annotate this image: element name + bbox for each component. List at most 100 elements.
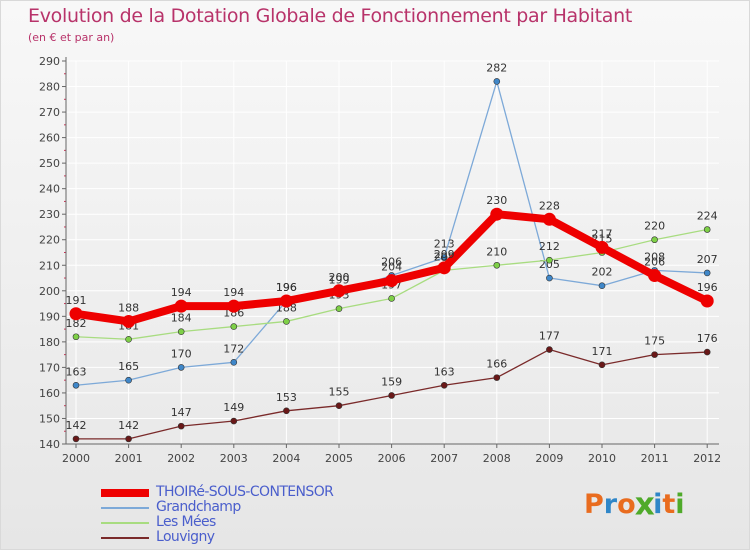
data-point xyxy=(72,333,80,341)
data-point xyxy=(546,274,553,282)
legend-label: THOIRé-SOUS-CONTENSOR xyxy=(156,484,334,500)
legend-label: Grandchamp xyxy=(156,499,241,515)
data-label: 163 xyxy=(434,365,455,378)
data-label: 208 xyxy=(644,250,665,263)
y-tick-label: 220 xyxy=(39,234,60,247)
chart-title: Evolution de la Dotation Globale de Fonc… xyxy=(28,5,633,27)
y-tick-label: 170 xyxy=(39,361,60,374)
data-label: 149 xyxy=(223,401,244,414)
data-label: 172 xyxy=(223,342,244,355)
legend-item: Louvigny xyxy=(101,529,431,545)
data-label: 207 xyxy=(697,253,718,266)
data-point xyxy=(230,323,238,330)
data-label: 170 xyxy=(171,347,192,360)
data-point xyxy=(335,305,343,312)
data-label: 228 xyxy=(539,199,560,212)
data-label: 184 xyxy=(171,312,192,325)
data-point xyxy=(703,348,711,356)
data-label: 212 xyxy=(539,240,560,253)
x-tick-label: 2008 xyxy=(483,452,511,465)
data-point xyxy=(651,236,658,244)
x-tick-label: 2003 xyxy=(220,452,248,465)
data-point xyxy=(490,207,504,221)
x-tick-label: 2010 xyxy=(588,452,616,465)
data-label: 220 xyxy=(644,220,665,233)
data-point xyxy=(388,392,395,399)
data-label: 224 xyxy=(697,210,718,223)
data-label: 196 xyxy=(276,281,297,294)
data-label: 177 xyxy=(539,330,560,343)
data-label: 200 xyxy=(329,271,350,284)
data-label: 188 xyxy=(118,301,139,314)
x-tick-label: 2007 xyxy=(430,452,458,465)
x-tick-label: 2004 xyxy=(272,452,300,465)
data-point xyxy=(125,376,132,384)
y-tick-label: 140 xyxy=(39,438,60,451)
y-tick-label: 250 xyxy=(39,157,60,170)
data-point xyxy=(437,261,451,275)
data-point xyxy=(177,422,185,430)
legend-swatch xyxy=(101,489,149,497)
data-label: 213 xyxy=(434,238,455,251)
y-tick-label: 180 xyxy=(39,336,60,349)
data-point xyxy=(283,318,290,325)
x-tick-label: 2001 xyxy=(115,452,143,465)
data-label: 209 xyxy=(434,248,455,261)
data-point xyxy=(122,314,136,328)
legend-swatch xyxy=(101,522,149,524)
data-point xyxy=(493,374,501,381)
data-point xyxy=(279,294,293,308)
legend-label: Les Mées xyxy=(156,514,216,530)
data-label: 194 xyxy=(223,286,244,299)
legend-swatch xyxy=(101,507,149,509)
data-label: 202 xyxy=(592,266,613,279)
data-point xyxy=(648,268,662,282)
x-tick-label: 2006 xyxy=(378,452,406,465)
data-label: 142 xyxy=(66,419,87,432)
y-tick-label: 150 xyxy=(39,412,60,425)
y-tick-label: 240 xyxy=(39,183,60,196)
data-label: 142 xyxy=(118,419,139,432)
x-tick-label: 2000 xyxy=(62,452,90,465)
data-label: 204 xyxy=(381,261,402,274)
data-point xyxy=(598,361,606,369)
data-point xyxy=(177,364,185,371)
legend-label: Louvigny xyxy=(156,529,215,545)
x-tick-label: 2012 xyxy=(693,452,721,465)
data-point xyxy=(230,417,238,425)
data-label: 165 xyxy=(118,360,139,373)
y-tick-label: 160 xyxy=(39,387,60,400)
data-point xyxy=(546,346,553,353)
data-point xyxy=(700,294,714,308)
y-tick-label: 190 xyxy=(39,310,60,323)
data-label: 196 xyxy=(276,281,297,294)
data-point xyxy=(493,261,501,269)
data-point xyxy=(335,402,343,410)
data-point xyxy=(388,295,395,302)
data-point xyxy=(542,212,556,226)
y-tick-label: 210 xyxy=(39,259,60,272)
y-tick-label: 270 xyxy=(39,106,60,119)
data-label: 176 xyxy=(697,332,718,345)
data-point xyxy=(703,226,711,233)
data-point xyxy=(440,254,448,261)
y-tick-label: 200 xyxy=(39,285,60,298)
data-label: 206 xyxy=(381,255,402,268)
data-point xyxy=(703,269,711,277)
data-label: 196 xyxy=(697,281,718,294)
legend-item: THOIRé-SOUS-CONTENSOR xyxy=(101,484,431,500)
data-point xyxy=(493,78,501,85)
data-label: 155 xyxy=(329,386,350,399)
data-point xyxy=(651,351,658,358)
data-label: 194 xyxy=(171,286,192,299)
data-label: 159 xyxy=(381,375,402,388)
data-label: 282 xyxy=(486,61,507,74)
x-tick-label: 2011 xyxy=(641,452,669,465)
data-label: 175 xyxy=(644,335,665,348)
data-point xyxy=(332,284,346,298)
data-label: 171 xyxy=(592,345,613,358)
data-label: 182 xyxy=(66,317,87,330)
data-label: 147 xyxy=(171,406,192,419)
